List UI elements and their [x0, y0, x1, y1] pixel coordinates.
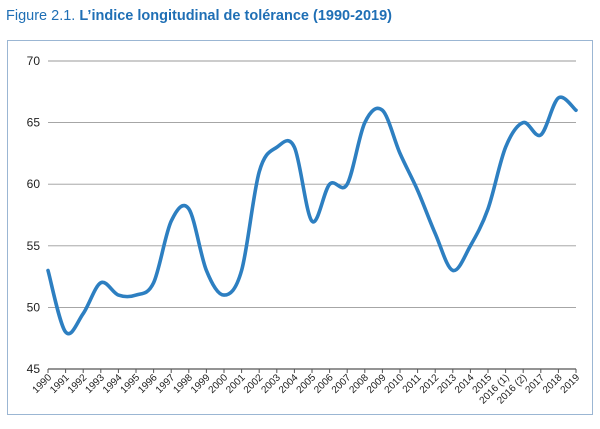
data-point-1995 — [134, 293, 138, 297]
data-point-2000 — [222, 293, 226, 297]
x-tick-label: 2014 — [453, 372, 477, 396]
data-point-2007 — [345, 182, 349, 186]
y-tick-label: 55 — [27, 239, 41, 253]
x-tick-label: 2002 — [242, 372, 266, 396]
data-point-2016 (2) — [521, 121, 525, 125]
data-point-1996 — [152, 281, 156, 285]
data-point-1999 — [204, 268, 208, 272]
x-tick-label: 2003 — [259, 372, 283, 396]
x-tick-label: 1991 — [48, 372, 72, 396]
data-point-2006 — [328, 182, 332, 186]
data-point-2019 — [574, 108, 578, 112]
x-tick-label: 2017 — [523, 372, 547, 396]
data-point-1990 — [46, 268, 50, 272]
data-point-2016 (1) — [504, 145, 508, 149]
data-point-2015 — [486, 207, 490, 211]
x-tick-label: 2013 — [435, 372, 459, 396]
data-point-1991 — [64, 330, 68, 334]
x-tick-label: 1994 — [101, 372, 125, 396]
x-tick-label: 2018 — [541, 372, 565, 396]
data-point-2001 — [240, 268, 244, 272]
x-tick-label: 1993 — [83, 372, 107, 396]
series-line-0 — [46, 95, 578, 336]
data-point-2012 — [433, 231, 437, 235]
data-point-2011 — [416, 188, 420, 192]
data-point-2005 — [310, 219, 314, 223]
gridlines — [48, 60, 576, 370]
x-tick-label: 1995 — [119, 372, 143, 396]
data-point-2002 — [257, 170, 261, 174]
x-tick-label: 2007 — [330, 372, 354, 396]
data-point-1994 — [116, 293, 120, 297]
data-point-1998 — [187, 207, 191, 211]
data-point-1993 — [99, 281, 103, 285]
x-tick-label: 1992 — [66, 372, 90, 396]
series-group — [46, 95, 578, 336]
data-point-1997 — [169, 219, 173, 223]
data-point-2014 — [468, 244, 472, 248]
data-point-2008 — [363, 121, 367, 125]
x-tick-label: 2005 — [295, 372, 319, 396]
x-tick-label: 2001 — [224, 372, 248, 396]
x-axis: 1990199119921993199419951996199719981999… — [31, 369, 583, 406]
data-point-2013 — [451, 268, 455, 272]
x-tick-label: 1999 — [189, 372, 213, 396]
x-tick-label: 2019 — [559, 372, 583, 396]
y-tick-label: 45 — [27, 362, 41, 376]
y-axis-ticks: 45 50 55 60 65 70 — [27, 54, 41, 376]
x-tick-label: 1997 — [154, 372, 178, 396]
y-tick-label: 50 — [27, 300, 41, 314]
data-point-2010 — [398, 151, 402, 155]
data-point-1992 — [81, 312, 85, 316]
y-tick-label: 70 — [27, 54, 41, 68]
x-tick-label: 2006 — [312, 372, 336, 396]
x-tick-label: 2009 — [365, 372, 389, 396]
figure-title: Figure 2.1. L’indice longitudinal de tol… — [6, 8, 392, 24]
chart-frame — [7, 40, 593, 415]
data-point-2018 — [556, 96, 560, 100]
x-tick-label: 2010 — [383, 372, 407, 396]
figure-title-text: L’indice longitudinal de tolérance (1990… — [79, 8, 393, 24]
x-tick-label: 1998 — [171, 372, 195, 396]
x-tick-label: 2000 — [207, 372, 231, 396]
x-tick-label: 2004 — [277, 372, 301, 396]
data-point-2009 — [380, 108, 384, 112]
data-point-2004 — [292, 145, 296, 149]
y-tick-label: 60 — [27, 177, 41, 191]
x-tick-label: 2012 — [418, 372, 442, 396]
data-point-2017 — [539, 133, 543, 137]
data-point-2003 — [275, 145, 279, 149]
figure-number: Figure 2.1. — [6, 8, 76, 24]
y-tick-label: 65 — [27, 116, 41, 130]
x-tick-label: 2008 — [347, 372, 371, 396]
x-tick-label: 1996 — [136, 372, 160, 396]
